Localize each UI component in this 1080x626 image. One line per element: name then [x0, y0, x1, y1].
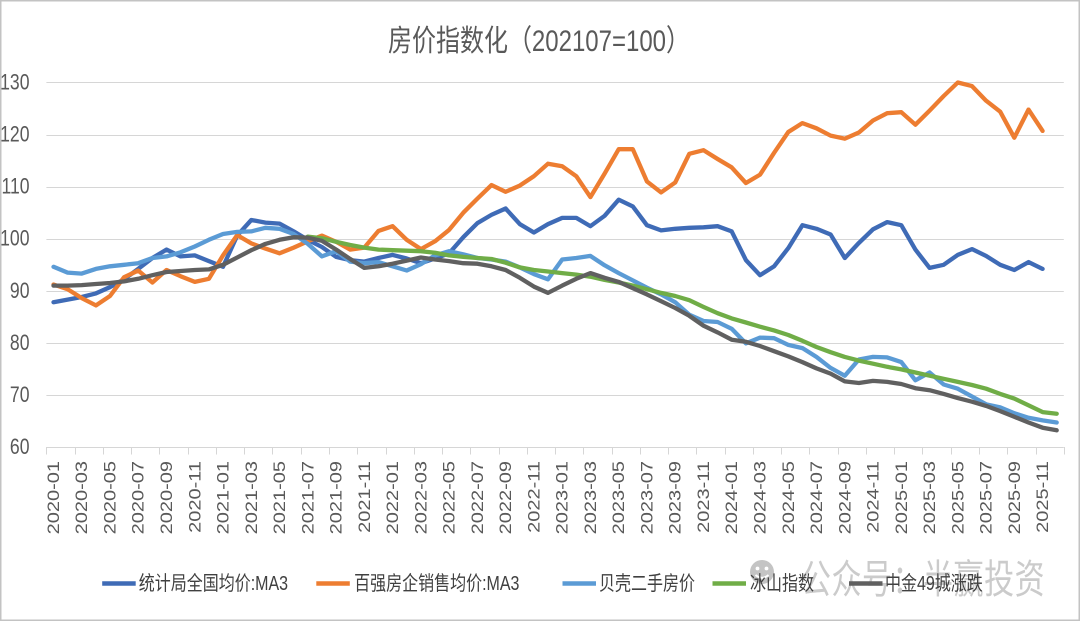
svg-text:2021-05: 2021-05	[270, 461, 289, 534]
svg-text:2024-09: 2024-09	[835, 461, 854, 534]
svg-text:2025-11: 2025-11	[1033, 461, 1052, 533]
svg-text:2023-11: 2023-11	[693, 461, 712, 533]
svg-text:2020-07: 2020-07	[128, 461, 147, 534]
svg-text:2022-07: 2022-07	[467, 461, 486, 534]
svg-text:2021-01: 2021-01	[213, 461, 232, 534]
svg-text:2023-05: 2023-05	[609, 461, 628, 534]
svg-text:贝壳二手房价: 贝壳二手房价	[599, 572, 695, 594]
svg-text:2024-03: 2024-03	[750, 461, 769, 534]
svg-text:2025-07: 2025-07	[976, 461, 995, 534]
svg-text:2025-03: 2025-03	[920, 461, 939, 534]
svg-text:2022-11: 2022-11	[524, 461, 543, 533]
svg-text:2023-01: 2023-01	[552, 461, 571, 534]
svg-text:2021-03: 2021-03	[241, 461, 260, 534]
svg-text:2020-01: 2020-01	[43, 461, 62, 534]
svg-text:统计局全国均价:MA3: 统计局全国均价:MA3	[139, 572, 288, 594]
svg-text:2024-11: 2024-11	[863, 461, 882, 533]
svg-text:2024-07: 2024-07	[806, 461, 825, 534]
svg-text:2020-03: 2020-03	[72, 461, 91, 534]
svg-text:中金49城涨跌: 中金49城涨跌	[885, 572, 983, 594]
svg-text:公众号：半赢投资: 公众号：半赢投资	[801, 558, 1045, 602]
svg-text:2023-07: 2023-07	[637, 461, 656, 534]
svg-text:2020-11: 2020-11	[185, 461, 204, 533]
svg-text:2025-09: 2025-09	[1004, 461, 1023, 534]
svg-text:2020-05: 2020-05	[100, 461, 119, 534]
svg-text:2024-05: 2024-05	[778, 461, 797, 534]
svg-text:2021-07: 2021-07	[298, 461, 317, 534]
svg-text:100: 100	[0, 227, 29, 251]
svg-text:2022-05: 2022-05	[439, 461, 458, 534]
svg-text:130: 130	[0, 71, 29, 95]
svg-text:120: 120	[0, 123, 29, 147]
svg-text:房价指数化（202107=100）: 房价指数化（202107=100）	[388, 23, 690, 57]
svg-text:2024-01: 2024-01	[722, 461, 741, 534]
svg-text:2023-09: 2023-09	[665, 461, 684, 534]
svg-text:2022-03: 2022-03	[411, 461, 430, 534]
svg-text:110: 110	[1, 175, 29, 199]
svg-text:2025-01: 2025-01	[891, 461, 910, 534]
svg-text:2022-09: 2022-09	[496, 461, 515, 534]
svg-text:百强房企销售均价:MA3: 百强房企销售均价:MA3	[354, 572, 519, 594]
svg-text:70: 70	[10, 383, 30, 407]
svg-text:80: 80	[10, 331, 30, 355]
svg-text:90: 90	[10, 279, 30, 303]
svg-text:2020-09: 2020-09	[156, 461, 175, 534]
svg-text:2022-01: 2022-01	[383, 461, 402, 534]
svg-text:冰山指数: 冰山指数	[750, 572, 814, 594]
svg-text:60: 60	[10, 435, 30, 459]
svg-text:2021-09: 2021-09	[326, 461, 345, 534]
svg-text:2021-11: 2021-11	[354, 461, 373, 533]
svg-text:2025-05: 2025-05	[948, 461, 967, 534]
svg-text:2023-03: 2023-03	[580, 461, 599, 534]
